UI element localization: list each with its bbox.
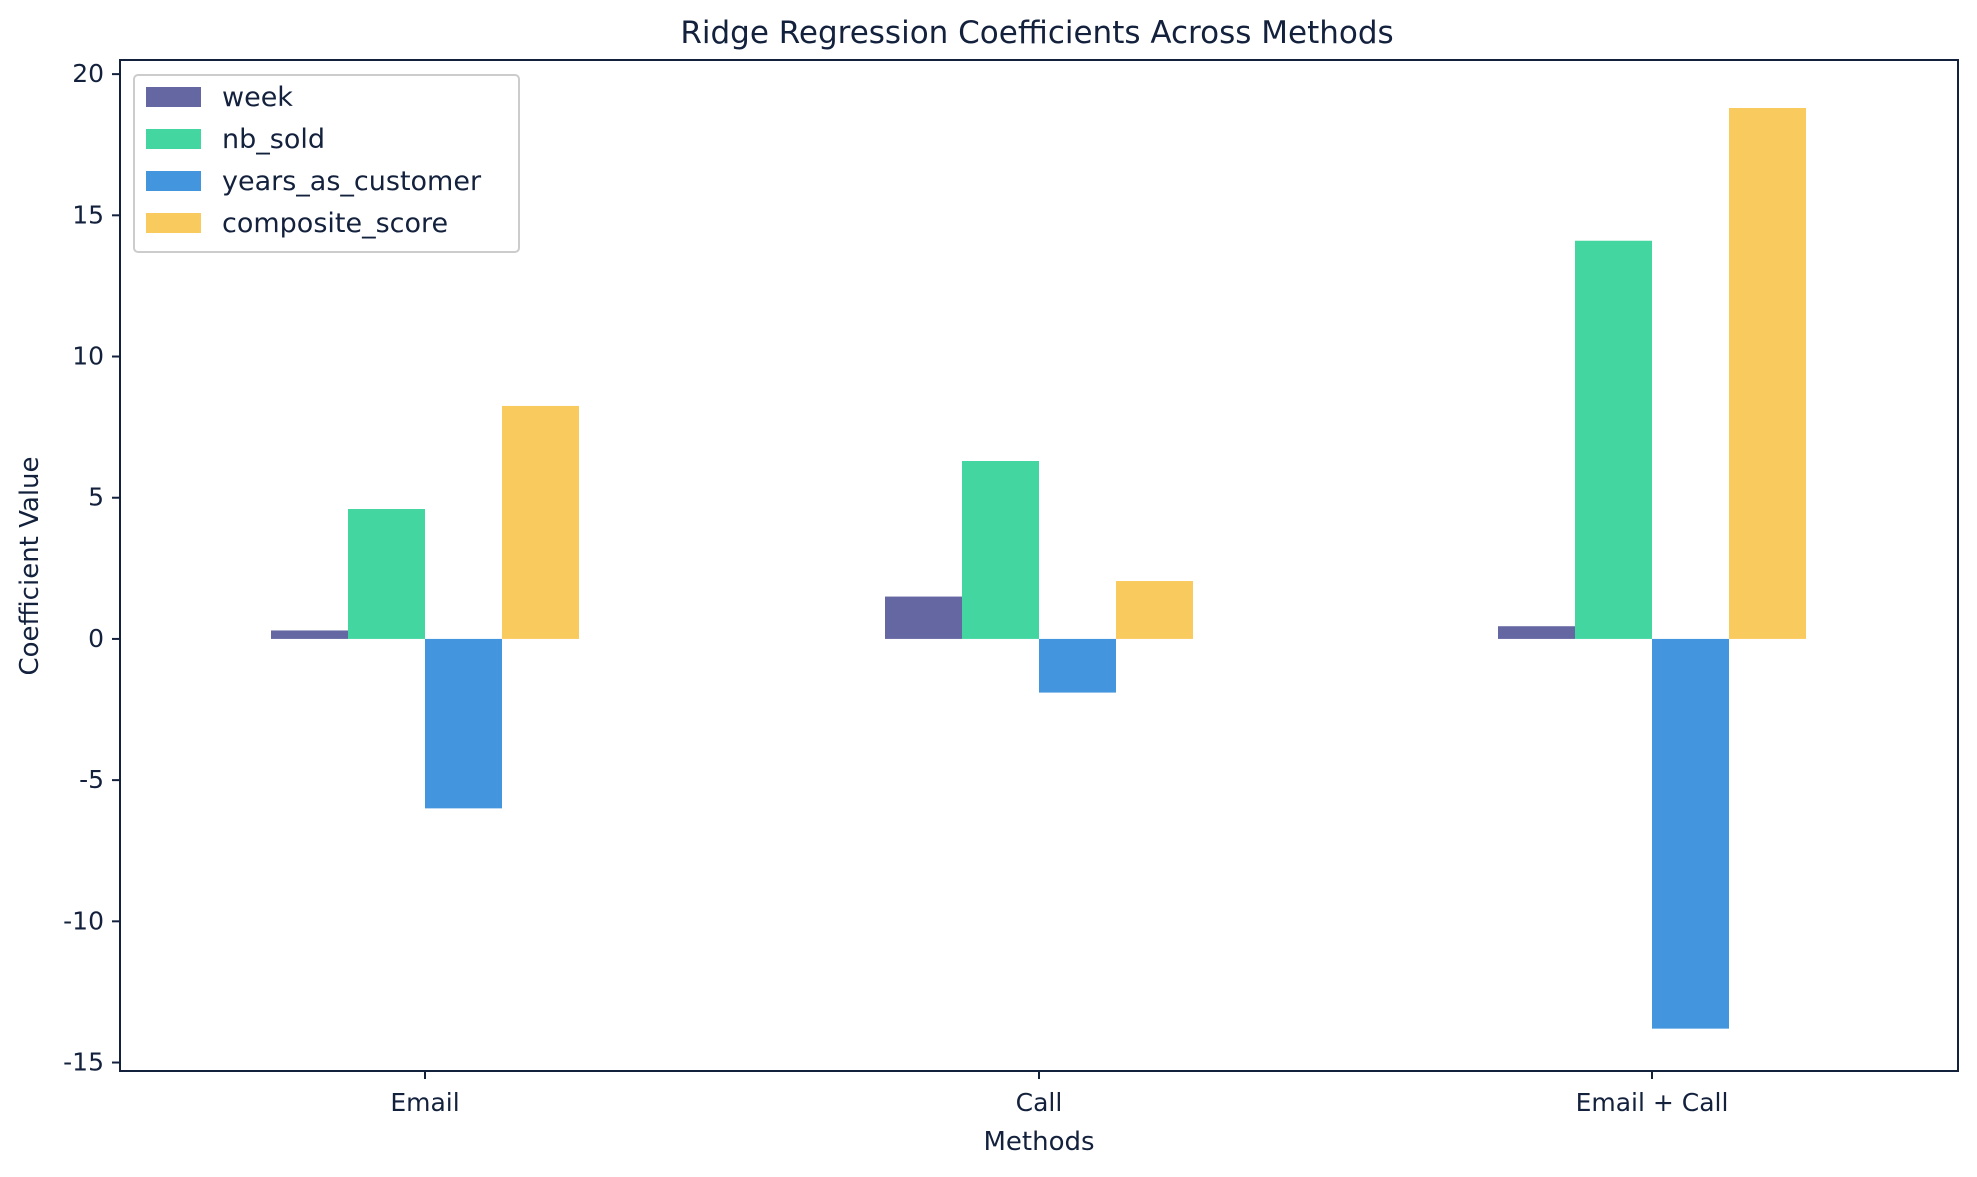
bar-week-call [885,596,962,639]
bar-composite_score-call [1116,581,1193,639]
legend: week nb_sold years_as_customer composite_sc… [133,74,520,253]
legend-swatch-years_as_customer [146,171,201,191]
y-tick-label: 15 [72,200,104,229]
legend-label-years_as_customer: years_as_customer [222,166,482,197]
bar-years_as_customer-call [1039,638,1116,693]
x-axis: Email Call Email + Call [390,1071,1728,1117]
y-tick-label: 5 [88,483,104,512]
plot-area [271,108,1806,1029]
bar-composite_score-email [502,405,579,639]
bar-nb_sold-call [962,461,1039,639]
y-tick-label: -15 [63,1048,104,1077]
bar-nb_sold-email-call [1575,240,1652,639]
legend-swatch-week [146,87,201,107]
x-tick-label: Email + Call [1576,1088,1729,1117]
x-tick-label: Email [390,1088,459,1117]
y-tick-label: -10 [63,906,104,935]
bar-composite_score-email-call [1729,108,1806,639]
bar-years_as_customer-email [425,638,502,809]
legend-label-week: week [222,82,293,113]
legend-swatch-composite_score [146,213,201,233]
bar-week-email-call [1498,626,1575,639]
x-tick-label: Call [1016,1088,1063,1117]
y-tick-label: -5 [79,765,104,794]
legend-label-nb_sold: nb_sold [222,124,325,155]
legend-swatch-nb_sold [146,129,201,149]
y-axis-label: Coefficient Value [15,456,45,675]
y-axis: -15 -10 -5 0 5 10 15 20 [63,59,120,1077]
bar-years_as_customer-email-call [1652,638,1729,1029]
bar-nb_sold-email [348,509,425,639]
legend-label-composite_score: composite_score [222,208,448,239]
bar-week-email [271,630,348,639]
chart-title: Ridge Regression Coefficients Across Met… [680,15,1393,51]
y-tick-label: 0 [88,624,104,653]
y-tick-label: 10 [72,342,104,371]
legend-frame [133,74,520,253]
x-axis-label: Methods [983,1127,1094,1157]
y-tick-label: 20 [72,59,104,88]
